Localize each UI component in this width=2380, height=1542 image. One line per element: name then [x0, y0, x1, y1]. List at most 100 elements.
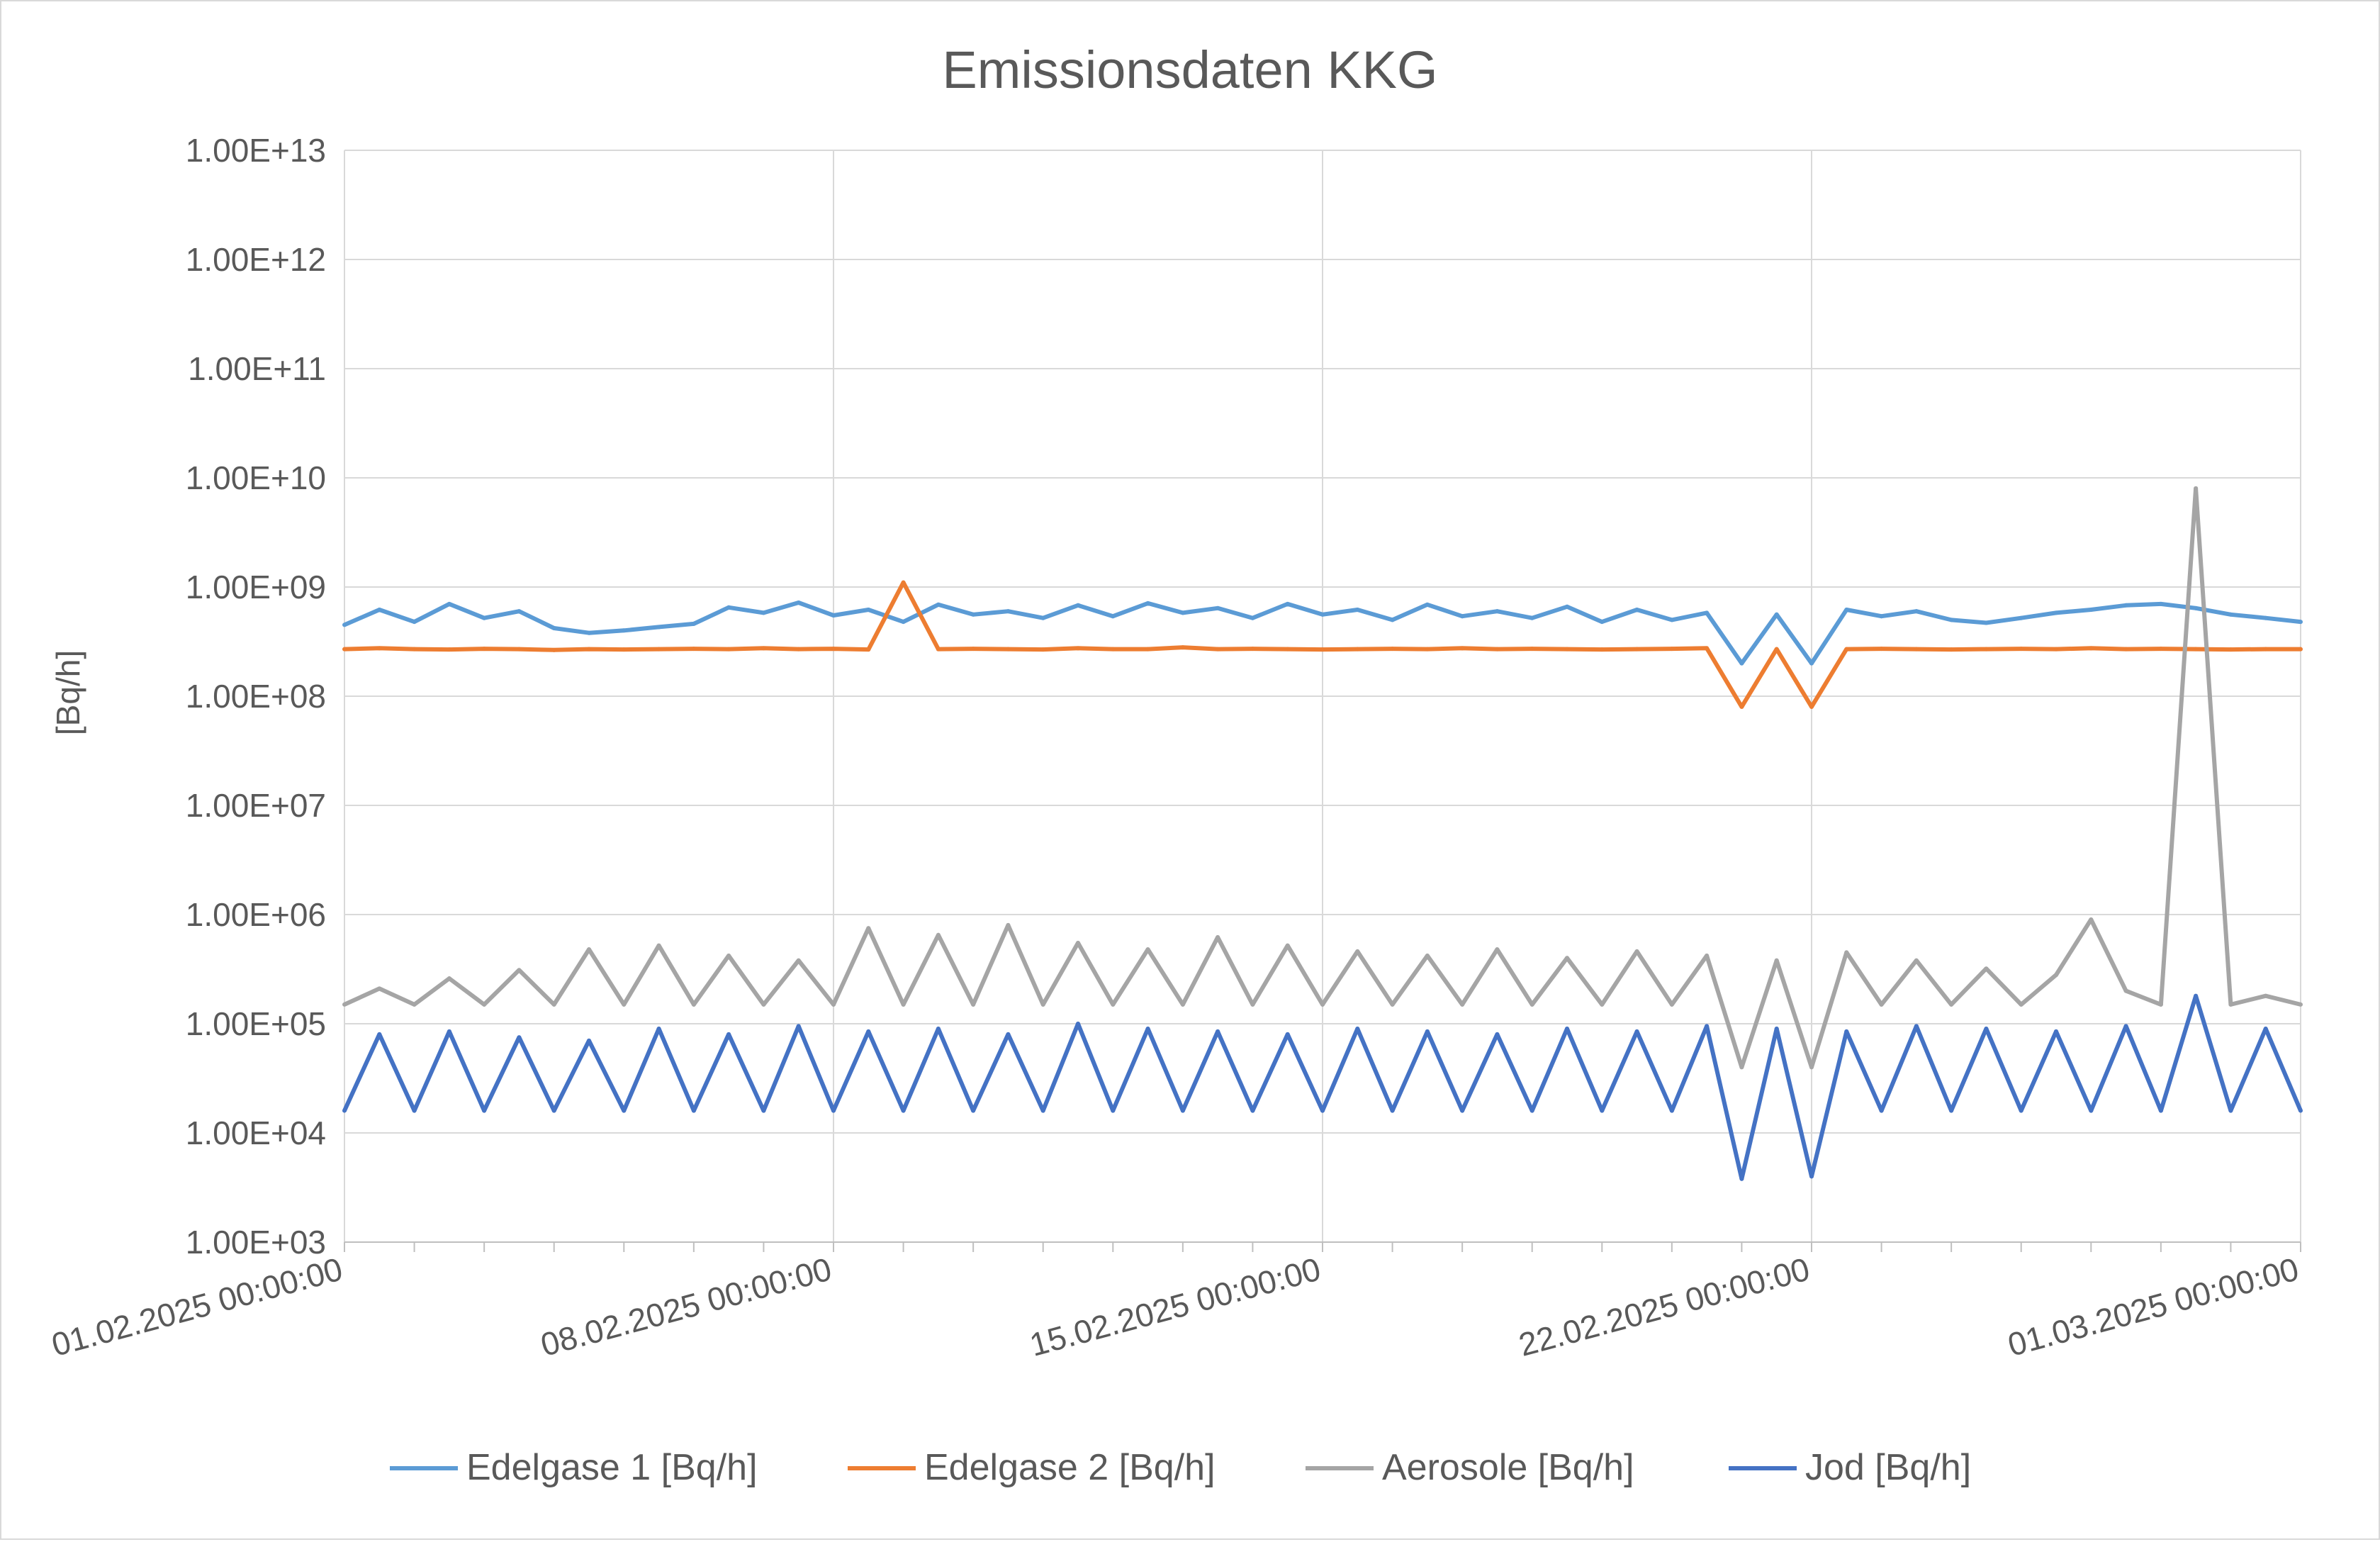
- data-point: [342, 1002, 347, 1007]
- data-point: [412, 647, 417, 652]
- data-point: [1879, 647, 1884, 652]
- data-point: [1111, 1108, 1116, 1113]
- data-point: [1006, 647, 1011, 652]
- data-point: [1076, 646, 1080, 651]
- data-point: [1949, 618, 1954, 622]
- data-point: [1844, 1029, 1849, 1034]
- data-point: [482, 615, 487, 620]
- legend: Edelgase 1 [Bq/h] Edelgase 2 [Bq/h] Aeroso…: [390, 1447, 1971, 1488]
- data-point: [796, 1024, 801, 1029]
- data-point: [1984, 620, 1989, 625]
- data-point: [447, 1029, 451, 1034]
- data-point: [1879, 614, 1884, 619]
- data-point: [1984, 647, 1989, 652]
- data-point: [726, 1032, 731, 1037]
- data-point: [901, 620, 906, 625]
- data-point: [1111, 1002, 1116, 1007]
- data-point: [936, 1027, 941, 1032]
- data-point: [482, 1108, 487, 1113]
- data-point: [1390, 647, 1395, 652]
- data-point: [691, 1108, 696, 1113]
- data-point: [761, 1002, 766, 1007]
- data-point: [2054, 973, 2058, 978]
- data-point: [1705, 646, 1710, 651]
- data-point: [1565, 1027, 1569, 1032]
- data-point: [901, 580, 906, 585]
- data-point: [1914, 1024, 1919, 1029]
- x-tick-label: 15.02.2025 00:00:00: [1026, 1250, 1324, 1363]
- data-point: [2158, 1108, 2163, 1113]
- data-point: [1250, 1108, 1255, 1113]
- data-point: [517, 968, 522, 973]
- data-point: [1006, 1032, 1011, 1037]
- data-point: [656, 647, 661, 652]
- legend-label: Aerosole [Bq/h]: [1382, 1447, 1634, 1488]
- data-point: [1040, 615, 1045, 620]
- data-point: [1180, 1108, 1185, 1113]
- y-axis-label: [Bq/h]: [50, 650, 86, 735]
- data-point: [2123, 603, 2128, 608]
- data-point: [1844, 647, 1849, 652]
- legend-label: Edelgase 1 [Bq/h]: [466, 1447, 758, 1488]
- data-point: [831, 1108, 836, 1113]
- data-point: [1949, 647, 1954, 652]
- data-point: [866, 607, 871, 612]
- data-point: [656, 1027, 661, 1032]
- data-point: [1320, 1002, 1325, 1007]
- data-point: [1145, 947, 1150, 952]
- data-point: [1460, 614, 1465, 619]
- data-point: [2194, 486, 2199, 491]
- data-point: [901, 1108, 906, 1113]
- data-point: [2298, 620, 2303, 625]
- data-point: [412, 620, 417, 625]
- data-point: [1040, 1002, 1045, 1007]
- legend-label: Edelgase 2 [Bq/h]: [924, 1447, 1216, 1488]
- data-point: [1180, 1002, 1185, 1007]
- data-point: [1844, 950, 1849, 955]
- data-point: [1250, 615, 1255, 620]
- data-point: [1774, 1027, 1779, 1032]
- y-tick-label: 1.00E+04: [186, 1114, 326, 1151]
- data-point: [1879, 1002, 1884, 1007]
- data-point: [1984, 966, 1989, 971]
- data-point: [1390, 618, 1395, 622]
- data-point: [1320, 1108, 1325, 1113]
- data-point: [1600, 620, 1605, 625]
- data-point: [517, 1035, 522, 1040]
- data-point: [2298, 647, 2303, 652]
- data-point: [587, 630, 591, 635]
- data-point: [1006, 922, 1011, 927]
- data-point: [622, 647, 627, 652]
- data-point: [587, 647, 591, 652]
- data-point: [1285, 601, 1290, 606]
- data-point: [1809, 1174, 1814, 1179]
- data-point: [2228, 612, 2233, 617]
- data-point: [482, 1002, 487, 1007]
- data-point: [2019, 647, 2023, 652]
- data-point: [1565, 956, 1569, 961]
- data-point: [761, 646, 766, 651]
- data-point: [2158, 647, 2163, 652]
- data-point: [1460, 1108, 1465, 1113]
- data-point: [1774, 612, 1779, 617]
- data-point: [412, 1108, 417, 1113]
- y-tick-label: 1.00E+05: [186, 1005, 326, 1042]
- data-point: [1216, 1029, 1220, 1034]
- data-point: [517, 609, 522, 614]
- data-point: [901, 1002, 906, 1007]
- data-point: [1809, 1065, 1814, 1070]
- data-point: [1040, 647, 1045, 652]
- x-tick-label: 01.03.2025 00:00:00: [2004, 1250, 2302, 1363]
- data-point: [1320, 612, 1325, 617]
- data-point: [1006, 609, 1011, 614]
- data-point: [1739, 661, 1744, 666]
- data-point: [2228, 1108, 2233, 1113]
- data-point: [1634, 647, 1639, 652]
- series-layer: [342, 486, 2303, 1181]
- grid-layer: [344, 150, 2301, 1243]
- data-point: [2089, 646, 2094, 651]
- data-point: [1495, 609, 1500, 614]
- data-point: [2263, 993, 2268, 998]
- data-point: [1529, 1002, 1534, 1007]
- data-point: [1705, 1024, 1710, 1029]
